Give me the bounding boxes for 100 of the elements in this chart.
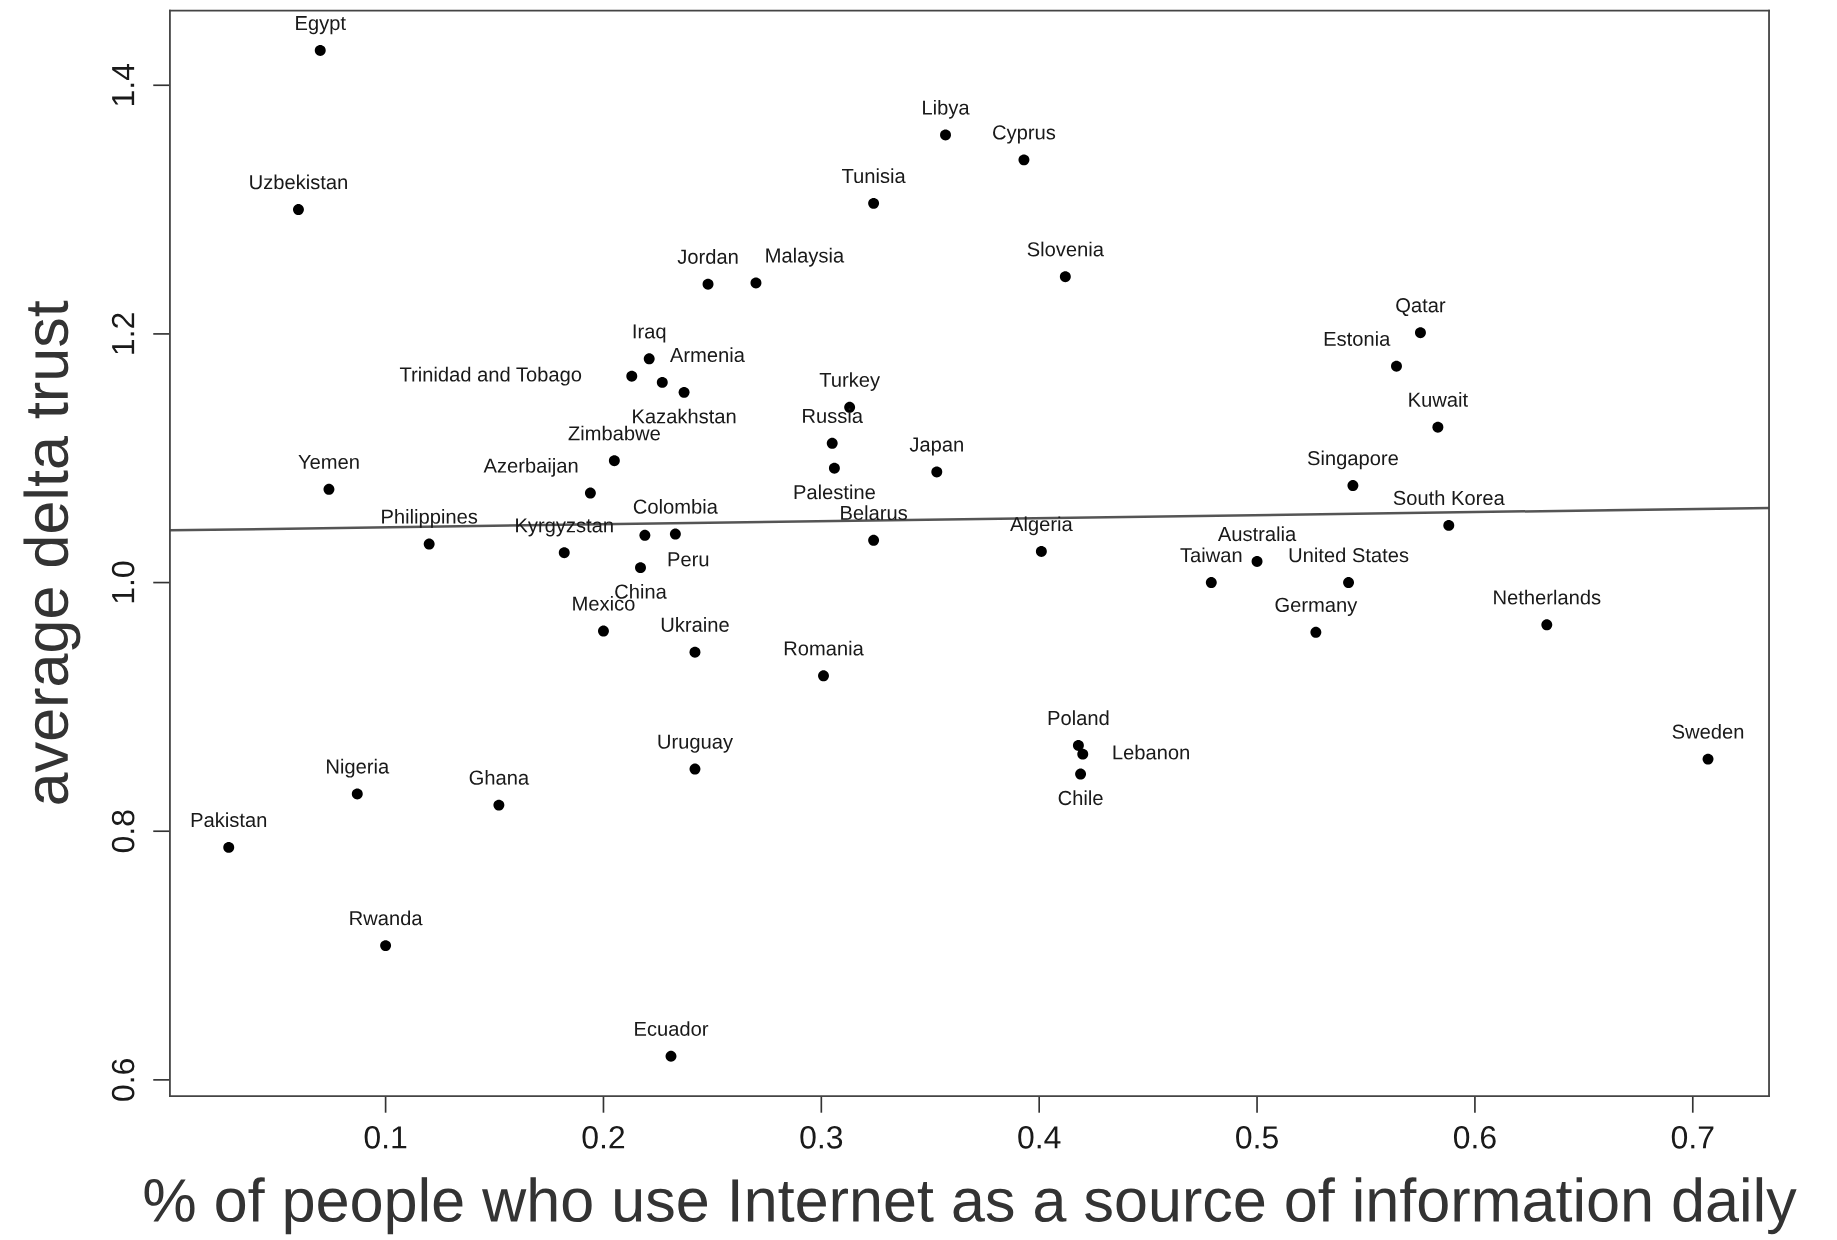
- annotation: Philippines: [382, 508, 478, 528]
- point: [1077, 748, 1089, 760]
- point: [689, 646, 701, 658]
- annotation: Palestine: [794, 484, 875, 500]
- point: [1251, 555, 1263, 567]
- annotation: Slovenia: [1027, 241, 1104, 257]
- annotation: Malaysia: [766, 247, 845, 267]
- annotation: Netherlands: [1494, 589, 1601, 605]
- annotation: Germany: [1275, 597, 1358, 616]
- point: [1391, 360, 1402, 372]
- point: [1343, 577, 1355, 589]
- x-tick-label: 0.3: [800, 1126, 843, 1149]
- point: [1072, 739, 1084, 751]
- point: [1205, 577, 1217, 589]
- annotation: Peru: [668, 552, 709, 567]
- point: [826, 437, 838, 449]
- x-tick-label: 0.1: [364, 1126, 407, 1149]
- point: [1347, 480, 1359, 492]
- annotation: Ghana: [469, 770, 530, 785]
- annotation: Cyprus: [993, 125, 1056, 144]
- point: [1432, 421, 1444, 433]
- annotation: Belarus: [841, 505, 908, 521]
- x-axis-title: % of people who use Internet as a source of information daily: [144, 1177, 1797, 1235]
- annotation: Trinidad and Tobago: [399, 366, 582, 386]
- point: [702, 278, 714, 290]
- point: [223, 841, 235, 853]
- point: [1541, 619, 1553, 631]
- annotation: Yemen: [298, 454, 359, 470]
- y-tick-label: 1.4: [112, 63, 135, 106]
- annotation: Kazakhstan: [633, 408, 736, 424]
- point: [558, 547, 570, 559]
- point: [828, 462, 840, 474]
- annotation: Kuwait: [1409, 392, 1468, 407]
- point: [626, 370, 638, 382]
- point: [351, 788, 363, 800]
- point: [639, 529, 651, 541]
- annotation: Turkey: [819, 372, 881, 391]
- annotation: Romania: [784, 640, 864, 656]
- point: [931, 466, 943, 478]
- point: [868, 197, 880, 209]
- annotation: Ecuador: [635, 1021, 709, 1036]
- point: [940, 129, 951, 141]
- annotation: Ukraine: [661, 617, 729, 632]
- annotation: Azerbaijan: [483, 457, 578, 477]
- annotation: Zimbabwe: [568, 425, 660, 441]
- x-tick-label: 0.7: [1671, 1126, 1714, 1149]
- point: [1035, 546, 1047, 557]
- point: [584, 487, 596, 499]
- annotation: Pakistan: [191, 812, 267, 828]
- point: [380, 940, 392, 952]
- point: [1059, 271, 1071, 283]
- annotation: Chile: [1058, 790, 1103, 806]
- point: [1310, 626, 1322, 638]
- annotation: Tunisia: [841, 168, 906, 184]
- annotation: Lebanon: [1113, 744, 1189, 760]
- annotation: Armenia: [669, 347, 745, 363]
- annotation: Libya: [923, 99, 970, 119]
- annotation: Jordan: [677, 249, 738, 264]
- point: [1018, 154, 1030, 166]
- point: [423, 538, 435, 550]
- annotation: Egypt: [296, 16, 346, 35]
- annotation: Uruguay: [658, 734, 733, 753]
- point: [1414, 327, 1426, 339]
- x-tick-label: 0.6: [1453, 1126, 1496, 1149]
- point: [323, 483, 335, 495]
- y-tick-label: 1.0: [111, 561, 135, 603]
- point: [1702, 753, 1714, 765]
- annotation: Rwanda: [350, 910, 423, 926]
- annotation: Russia: [803, 408, 863, 424]
- point: [678, 386, 690, 398]
- point: [689, 763, 701, 775]
- y-axis-title: average delta trust: [23, 300, 81, 804]
- annotation: Taiwan: [1180, 547, 1242, 563]
- annotation: Algeria: [1010, 516, 1073, 536]
- point: [493, 799, 505, 811]
- point: [868, 534, 880, 546]
- point: [314, 44, 326, 56]
- annotation: Uzbekistan: [250, 174, 347, 190]
- x-tick-label: 0.4: [1018, 1126, 1061, 1149]
- point: [643, 353, 655, 365]
- point: [1075, 768, 1087, 780]
- point: [750, 277, 762, 289]
- y-tick-label: 1.2: [111, 313, 135, 354]
- point: [635, 562, 646, 574]
- point: [656, 376, 668, 388]
- point: [665, 1050, 677, 1062]
- point: [1443, 519, 1455, 531]
- annotation: Australia: [1217, 526, 1297, 542]
- annotation: Nigeria: [327, 758, 390, 778]
- annotation: Japan: [909, 437, 963, 456]
- y-tick-label: 0.6: [111, 1059, 135, 1101]
- annotation: Singapore: [1307, 450, 1398, 470]
- point: [292, 204, 304, 216]
- x-tick-label: 0.5: [1236, 1126, 1278, 1149]
- annotation: Iraq: [633, 324, 666, 343]
- annotation: United States: [1289, 547, 1409, 563]
- annotation: Poland: [1048, 710, 1109, 726]
- annotation: Qatar: [1396, 298, 1446, 316]
- point: [598, 625, 609, 637]
- point: [818, 670, 829, 682]
